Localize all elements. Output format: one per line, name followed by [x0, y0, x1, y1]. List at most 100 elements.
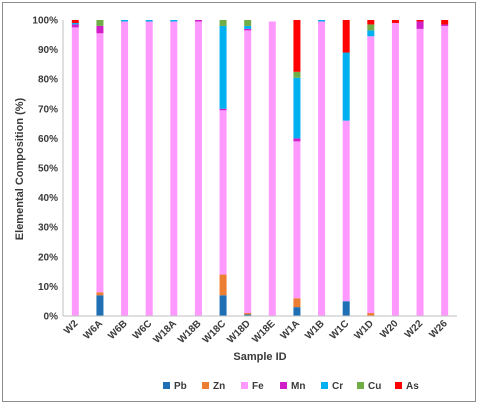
legend-label-mn: Mn: [291, 381, 305, 392]
bar-segment-w6b-fe: [121, 21, 129, 316]
x-tick-label-w18b: W18B: [176, 318, 203, 345]
bars-layer: [71, 20, 449, 317]
legend-swatch-fe: [241, 382, 248, 389]
bar-segment-w18a-cr: [170, 20, 178, 22]
y-tick-label: 0%: [44, 312, 59, 323]
x-tick-label-w1a: W1A: [279, 318, 303, 342]
bar-segment-w2-cr: [71, 22, 79, 25]
x-tick-label-w18d: W18D: [225, 318, 252, 345]
bar-segment-w22-mn: [416, 21, 424, 29]
bar-segment-w1a-fe: [293, 141, 301, 299]
y-tick-label: 60%: [38, 134, 58, 145]
bar-segment-w1d-cu: [367, 24, 375, 31]
bar-segment-w6c-fe: [145, 21, 153, 316]
bar-segment-w22-fe: [416, 28, 424, 316]
x-tick-label-w6b: W6B: [106, 318, 130, 342]
bar-segment-w1a-cr: [293, 77, 301, 139]
legend-swatch-mn: [280, 382, 287, 389]
bar-segment-w18a-fe: [170, 21, 178, 316]
bar-segment-w18c-pb: [219, 295, 227, 316]
bar-segment-w18d-cr: [244, 25, 252, 29]
y-tick-label: 100%: [32, 16, 58, 27]
bar-segment-w1b-fe: [318, 21, 326, 316]
bar-segment-w6c-cr: [145, 20, 153, 22]
bar-segment-w1a-zn: [293, 298, 301, 308]
bar-segment-w1c-cr: [342, 52, 350, 121]
legend-label-pb: Pb: [174, 381, 187, 392]
y-axis-title: Elemental Composition (%): [14, 97, 26, 240]
bar-segment-w1c-fe: [342, 120, 350, 302]
bar-segment-w18c-fe: [219, 110, 227, 275]
chart-frame: 0% 10% 20% 30% 40% 50% 60% 70% 80% 90% 100% W2 W6A W6…: [2, 2, 476, 402]
bar-segment-w22-as: [416, 20, 424, 22]
y-tick-label: 90%: [38, 45, 58, 56]
bar-segment-w18b-fe: [194, 21, 202, 316]
bar-segment-w18c-cu: [219, 20, 227, 26]
bar-segment-w18b-mn: [194, 20, 202, 22]
bar-segment-w18d-mn: [244, 28, 252, 31]
bar-segment-w18c-mn: [219, 108, 227, 111]
x-tick-label-w20: W20: [378, 318, 401, 341]
legend-swatch-cr: [321, 382, 328, 389]
legend-label-zn: Zn: [213, 381, 225, 392]
x-tick-label-w18c: W18C: [201, 318, 228, 345]
bar-segment-w20-as: [391, 20, 399, 23]
bar-segment-w26-as: [441, 20, 449, 25]
x-tick-label-w1b: W1B: [303, 318, 327, 342]
y-tick-label: 50%: [38, 164, 58, 175]
bar-segment-w6a-zn: [96, 292, 104, 296]
bar-segment-w18d-fe: [244, 30, 252, 314]
stacked-bar-chart: 0% 10% 20% 30% 40% 50% 60% 70% 80% 90% 100% W2 W6A W6…: [14, 16, 457, 392]
bar-segment-w18e-fe: [268, 21, 276, 316]
y-tick-label: 10%: [38, 282, 58, 293]
legend-label-fe: Fe: [252, 381, 264, 392]
x-tick-label-w6a: W6A: [82, 318, 106, 342]
x-tick-label-w2: W2: [62, 318, 81, 337]
bar-segment-w6a-mn: [96, 25, 104, 34]
legend-label-as: As: [406, 381, 419, 392]
y-tick-label: 30%: [38, 223, 58, 234]
bar-segment-w6a-cu: [96, 20, 104, 26]
bar-segment-w18d-pb: [244, 314, 252, 316]
y-tick-label: 70%: [38, 104, 58, 115]
bar-segment-w1d-as: [367, 20, 375, 25]
legend-swatch-as: [395, 382, 402, 389]
legend-swatch-cu: [357, 382, 364, 389]
bar-segment-w20-fe: [391, 22, 399, 317]
bar-segment-w1d-zn: [367, 313, 375, 316]
bar-segment-w18c-cr: [219, 25, 227, 109]
x-tick-label-w1d: W1D: [352, 318, 376, 342]
bar-segment-w2-fe: [71, 27, 79, 317]
axes-layer: [62, 20, 457, 317]
legend-label-cr: Cr: [332, 381, 343, 392]
bar-segment-w1d-cr: [367, 30, 375, 37]
bar-segment-w26-mn: [441, 24, 449, 26]
x-tick-label-w1c: W1C: [328, 318, 352, 342]
legend-label-cu: Cu: [368, 381, 381, 392]
bar-segment-w6a-pb: [96, 295, 104, 316]
bar-segment-w2-mn: [71, 24, 79, 28]
legend-swatch-pb: [163, 382, 170, 389]
x-tick-label-w22: W22: [403, 318, 426, 341]
bar-segment-w6a-fe: [96, 33, 104, 293]
x-axis-title: Sample ID: [233, 351, 286, 363]
x-tick-label-w26: W26: [427, 318, 450, 341]
bar-segment-w2-as: [71, 20, 79, 23]
legend: Pb Zn Fe Mn Cr Cu As: [163, 381, 419, 392]
x-tick-label-w18e: W18E: [250, 318, 277, 345]
bar-segment-w1a-cu: [293, 71, 301, 78]
bar-segment-w18d-cu: [244, 20, 252, 26]
bar-segment-w1d-fe: [367, 36, 375, 314]
y-tick-label: 80%: [38, 75, 58, 86]
x-tick-label-w18a: W18A: [151, 318, 178, 345]
bar-segment-w1a-mn: [293, 138, 301, 142]
y-tick-label: 40%: [38, 193, 58, 204]
bar-segment-w1c-as: [342, 20, 350, 53]
bar-segment-w1a-pb: [293, 307, 301, 316]
labels-layer: 0% 10% 20% 30% 40% 50% 60% 70% 80% 90% 100% W2 W6A W6…: [32, 16, 450, 346]
y-tick-label: 20%: [38, 252, 58, 263]
bar-segment-w1c-pb: [342, 301, 350, 316]
bar-segment-w1a-as: [293, 20, 301, 72]
legend-swatch-zn: [202, 382, 209, 389]
bar-segment-w6b-cr: [121, 20, 129, 22]
